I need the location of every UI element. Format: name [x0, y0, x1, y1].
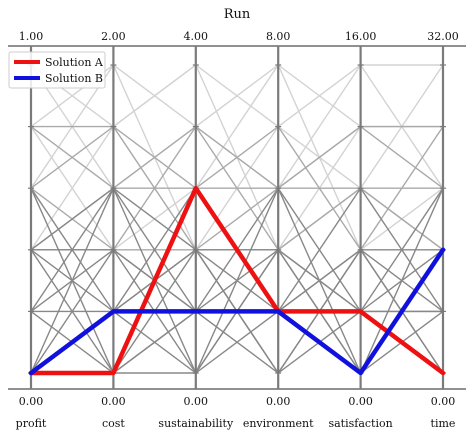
labels-group: 1.00 2.00 4.00 8.00 16.00 32.00 0.00 0.00 0.00 0.… [16, 30, 459, 430]
bottom-tick-label: 0.00 [266, 395, 291, 408]
axis-label-environment: environment [243, 417, 314, 430]
bottom-tick-label: 0.00 [348, 395, 373, 408]
top-tick-label: 4.00 [184, 30, 209, 43]
top-tick-label: 16.00 [345, 30, 377, 43]
axis-label-cost: cost [102, 417, 125, 430]
legend: Solution A Solution B [8, 51, 106, 89]
top-tick-label: 1.00 [19, 30, 44, 43]
bottom-tick-label: 0.00 [431, 395, 456, 408]
series-line-solution-b [28, 247, 446, 376]
axes-group [28, 46, 446, 389]
axis-label-sustainability: sustainability [158, 417, 234, 430]
top-tick-label: 32.00 [427, 30, 459, 43]
axis-label-time: time [431, 417, 456, 430]
background-line-6 [30, 125, 444, 251]
series-group [28, 185, 446, 376]
background-line-9 [30, 125, 444, 251]
series-line-solution-a [28, 185, 446, 376]
bottom-tick-label: 0.00 [19, 395, 44, 408]
legend-label-0: Solution A [45, 56, 104, 69]
axis-label-satisfaction: satisfaction [328, 417, 392, 430]
legend-label-1: Solution B [45, 72, 103, 85]
top-tick-label: 2.00 [101, 30, 126, 43]
top-tick-label: 8.00 [266, 30, 291, 43]
axis-label-profit: profit [16, 417, 47, 430]
background-line-11 [31, 125, 443, 189]
chart-title: Run [224, 7, 251, 22]
bottom-tick-label: 0.00 [101, 395, 126, 408]
bottom-tick-label: 0.00 [184, 395, 209, 408]
background-line-23 [30, 186, 444, 375]
background-line-5 [30, 63, 444, 251]
